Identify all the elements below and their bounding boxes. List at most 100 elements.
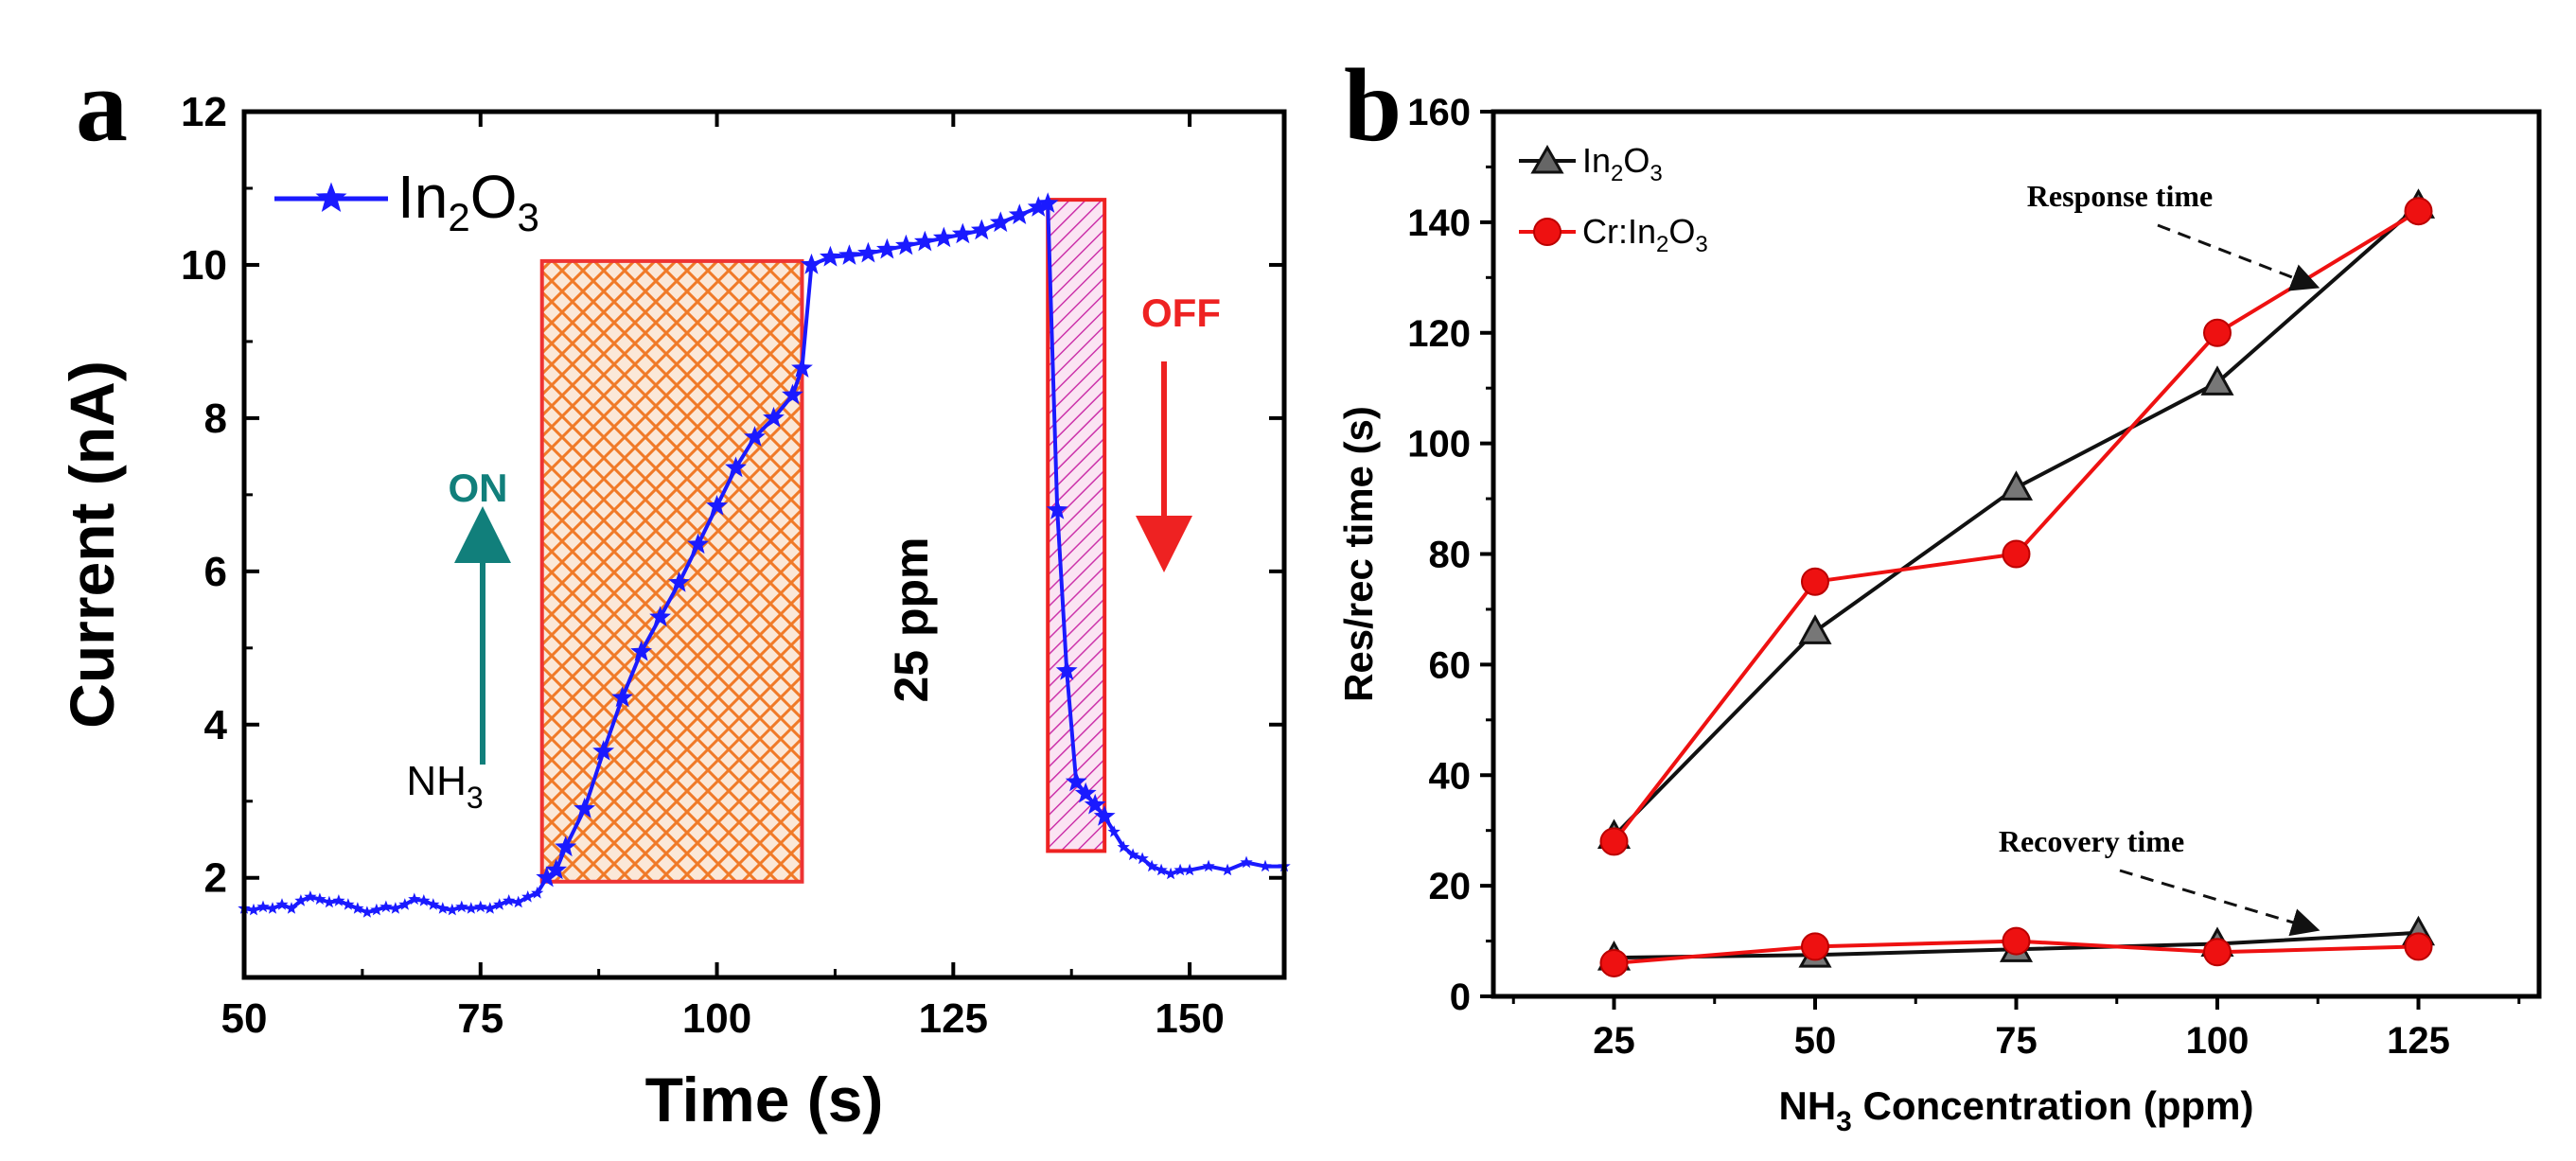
legend-b: In2O3 Cr:In2O3 [1519, 141, 1708, 257]
data-point-star [1107, 825, 1120, 837]
data-point-circle [1599, 827, 1629, 856]
recovery-time-label: Recovery time [1999, 824, 2184, 858]
data-point-star [1126, 848, 1139, 861]
data-point-star [304, 890, 317, 903]
data-point-star [465, 902, 478, 914]
legend-circle-icon [1533, 218, 1561, 246]
y-tick-label-b: 120 [1407, 313, 1471, 355]
data-point-star [1183, 863, 1196, 876]
data-point-star [370, 903, 383, 916]
y-tick-label-a: 10 [181, 242, 227, 289]
y-tick-label-a: 6 [204, 549, 227, 595]
data-point-star [1065, 770, 1087, 792]
data-point-star [398, 898, 412, 910]
data-point-star [1093, 805, 1116, 826]
panel-a-letter: a [76, 47, 128, 163]
data-point-star [1136, 852, 1149, 865]
response-region [539, 258, 804, 884]
data-point-star [592, 740, 615, 761]
data-point-star [1036, 192, 1059, 213]
y-tick-label-b: 0 [1450, 976, 1471, 1018]
data-point-star [1027, 196, 1050, 217]
y-tick-label-a: 8 [204, 396, 227, 442]
data-point-circle [1801, 567, 1829, 596]
data-point-star [725, 456, 747, 478]
data-point-star [706, 495, 728, 516]
y-tick-label-b: 80 [1429, 535, 1472, 576]
off-label: OFF [1141, 290, 1221, 335]
legend-label-in2o3: In2O3 [397, 163, 539, 239]
response-time-label: Response time [2027, 179, 2213, 213]
data-point-star [436, 902, 450, 914]
data-point-star [1221, 863, 1234, 876]
data-point-star [379, 900, 393, 913]
data-point-star [313, 892, 326, 906]
data-point-triangle [1798, 614, 1832, 644]
data-point-circle [2404, 932, 2433, 961]
data-point-circle [1801, 932, 1829, 961]
recovery-arrow-icon [2119, 869, 2320, 937]
data-point-star [389, 902, 402, 914]
y-tick-label-b: 20 [1429, 866, 1472, 907]
data-point-star [801, 253, 822, 274]
data-point-star [838, 244, 860, 265]
panel-b-letter: b [1344, 47, 1402, 163]
series-b [1597, 188, 2436, 977]
series-line-0 [1613, 203, 2420, 837]
response-arrow-icon [2157, 223, 2320, 291]
data-point-star [512, 895, 525, 908]
x-tick-label-b: 125 [2387, 1020, 2450, 1062]
x-axis-label-a: Time (s) [645, 1064, 884, 1135]
y-axis-label-a: Current (nA) [57, 361, 127, 729]
data-point-star [285, 902, 298, 914]
data-point-star [782, 383, 803, 405]
legend-star-icon [315, 182, 347, 213]
y-tick-label-a: 4 [204, 702, 228, 748]
data-point-circle [2404, 197, 2433, 226]
data-point-star [484, 902, 497, 914]
data-point-triangle [1999, 470, 2034, 501]
data-point-star [417, 894, 431, 906]
x-tick-label-b: 50 [1794, 1020, 1837, 1062]
x-tick-label-a: 50 [221, 995, 268, 1042]
data-point-star [895, 234, 917, 255]
x-tick-label-b: 25 [1593, 1020, 1635, 1062]
data-point-star [668, 572, 690, 592]
data-point-star [256, 900, 270, 913]
data-point-circle [2002, 539, 2031, 569]
data-point-star [408, 892, 421, 906]
y-tick-label-a: 2 [204, 855, 227, 902]
y-tick-label-a: 12 [181, 89, 227, 135]
data-point-star [573, 797, 596, 818]
data-point-star [1074, 782, 1097, 803]
y-tick-label-b: 60 [1429, 644, 1472, 686]
x-tick-labels-a: 50 75 100 125 150 [221, 995, 1225, 1042]
data-point-star [1084, 793, 1106, 815]
data-point-star [1055, 660, 1078, 680]
data-point-star [970, 219, 993, 240]
data-point-star [294, 894, 308, 906]
data-point-star [351, 902, 364, 914]
y-tick-labels-a: 2 4 6 8 10 12 [181, 89, 227, 902]
x-tick-label-a: 150 [1155, 995, 1224, 1042]
data-point-star [455, 900, 468, 913]
data-point-star [951, 222, 974, 244]
concentration-label: 25 ppm [885, 537, 938, 702]
data-point-star [555, 836, 577, 857]
data-point-star [503, 894, 516, 906]
x-tick-label-a: 100 [682, 995, 751, 1042]
data-point-star [611, 686, 633, 708]
data-point-star [1008, 203, 1031, 224]
y-tick-label-b: 100 [1407, 424, 1471, 466]
y-axis-label-b: Res/rec time (s) [1336, 406, 1381, 702]
data-point-star [744, 426, 766, 447]
data-point-star [323, 895, 336, 908]
data-point-star [446, 903, 459, 916]
y-tick-label-b: 160 [1407, 92, 1471, 133]
data-point-star [361, 906, 374, 918]
data-point-star [332, 894, 345, 906]
x-tick-labels-b: 25 50 75 100 125 [1593, 1020, 2450, 1062]
data-point-star [474, 900, 487, 913]
data-point-star [275, 898, 289, 910]
